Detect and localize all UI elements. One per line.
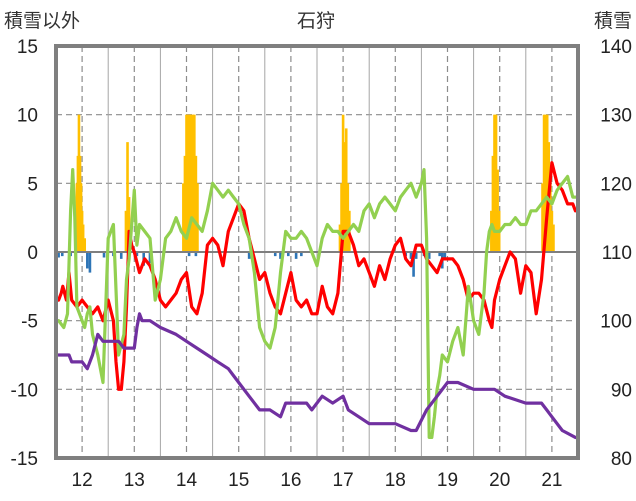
- bar-orange: [545, 114, 549, 253]
- bar-blue: [273, 252, 277, 257]
- bar-orange: [341, 114, 345, 253]
- x-tick-label: 16: [280, 470, 301, 491]
- left-tick-label: 5: [27, 174, 38, 195]
- bar-orange: [542, 114, 546, 253]
- right-tick-label: 80: [611, 449, 632, 470]
- bar-orange: [83, 238, 87, 252]
- bar-blue: [102, 252, 106, 258]
- bar-orange: [549, 183, 552, 252]
- bar-orange: [493, 114, 496, 253]
- bar-blue: [412, 252, 415, 277]
- bar-orange: [188, 114, 191, 253]
- bar-blue: [187, 252, 191, 257]
- bar-orange: [124, 210, 128, 252]
- bar-orange: [185, 114, 188, 253]
- bar-blue: [409, 252, 413, 259]
- bar-blue: [294, 252, 298, 259]
- bar-orange: [191, 114, 195, 253]
- bar-orange: [193, 114, 196, 253]
- left-tick-label: 0: [27, 243, 38, 264]
- x-tick-label: 14: [176, 470, 198, 491]
- bar-blue: [286, 252, 290, 257]
- x-tick-label: 20: [489, 470, 510, 491]
- right-tick-label: 120: [600, 174, 632, 195]
- series-line-purple: [56, 312, 578, 439]
- bar-orange: [346, 183, 350, 252]
- left-axis-ticks: 15 10 5 0 -5 -10 -15: [11, 37, 38, 470]
- bar-orange: [189, 114, 193, 253]
- bar-orange: [344, 128, 348, 252]
- right-tick-label: 130: [600, 106, 632, 127]
- right-axis-ticks: 140 130 120 110 100 90 80: [600, 37, 632, 470]
- right-tick-label: 110: [602, 243, 632, 264]
- bar-blue: [88, 252, 92, 273]
- bar-orange: [491, 155, 495, 252]
- series-line-green: [56, 168, 578, 439]
- x-tick-label: 21: [541, 470, 562, 491]
- left-tick-label: 10: [17, 106, 38, 127]
- bar-orange: [544, 114, 547, 253]
- x-tick-label: 15: [228, 470, 249, 491]
- plot-frame: [54, 44, 580, 460]
- bar-orange: [182, 183, 185, 252]
- bar-orange: [343, 142, 346, 252]
- bar-blue: [119, 252, 123, 259]
- x-tick-label: 12: [72, 470, 93, 491]
- bar-blue: [427, 252, 431, 259]
- series-lines: [56, 161, 578, 439]
- bar-orange: [340, 183, 343, 252]
- bar-orange: [496, 169, 499, 252]
- right-tick-label: 100: [600, 312, 632, 333]
- bar-orange: [494, 114, 498, 253]
- bar-orange: [541, 183, 544, 252]
- bar-blue: [279, 252, 282, 259]
- bar-orange: [126, 142, 129, 252]
- x-axis-ticks: 12 13 14 15 16 17 18 19 20 21: [72, 470, 563, 491]
- bar-blue: [60, 252, 64, 257]
- bar-blue: [194, 252, 198, 257]
- x-tick-label: 13: [124, 470, 145, 491]
- x-tick-label: 19: [437, 470, 458, 491]
- bar-orange: [127, 197, 131, 252]
- bar-orange: [552, 224, 555, 252]
- bar-orange: [186, 114, 190, 253]
- bar-orange: [194, 155, 198, 252]
- bar-blue: [438, 252, 441, 257]
- bar-blue: [247, 252, 251, 259]
- bar-orange: [183, 155, 187, 252]
- right-tick-label: 90: [611, 380, 632, 401]
- bar-blue: [135, 252, 139, 257]
- right-axis-label: 積雪: [594, 10, 632, 32]
- x-tick-label: 17: [333, 470, 354, 491]
- left-tick-label: 15: [17, 37, 38, 58]
- bar-orange: [196, 183, 199, 252]
- bar-blue: [148, 252, 152, 263]
- bar-orange: [550, 210, 554, 252]
- left-axis-label: 積雪以外: [4, 10, 80, 32]
- x-tick-label: 18: [385, 470, 406, 491]
- left-tick-label: -5: [21, 312, 38, 333]
- bar-orange: [338, 224, 342, 252]
- bar-orange: [490, 210, 493, 252]
- chart-title: 石狩: [297, 10, 335, 32]
- bar-blue: [300, 252, 303, 257]
- bar-blue: [86, 252, 89, 269]
- left-tick-label: -10: [11, 380, 38, 401]
- bar-blue: [414, 252, 418, 259]
- bar-blue: [57, 252, 60, 258]
- bar-orange: [81, 224, 85, 252]
- bar-blue: [443, 252, 447, 259]
- right-tick-label: 140: [600, 37, 632, 58]
- left-tick-label: -15: [11, 449, 38, 470]
